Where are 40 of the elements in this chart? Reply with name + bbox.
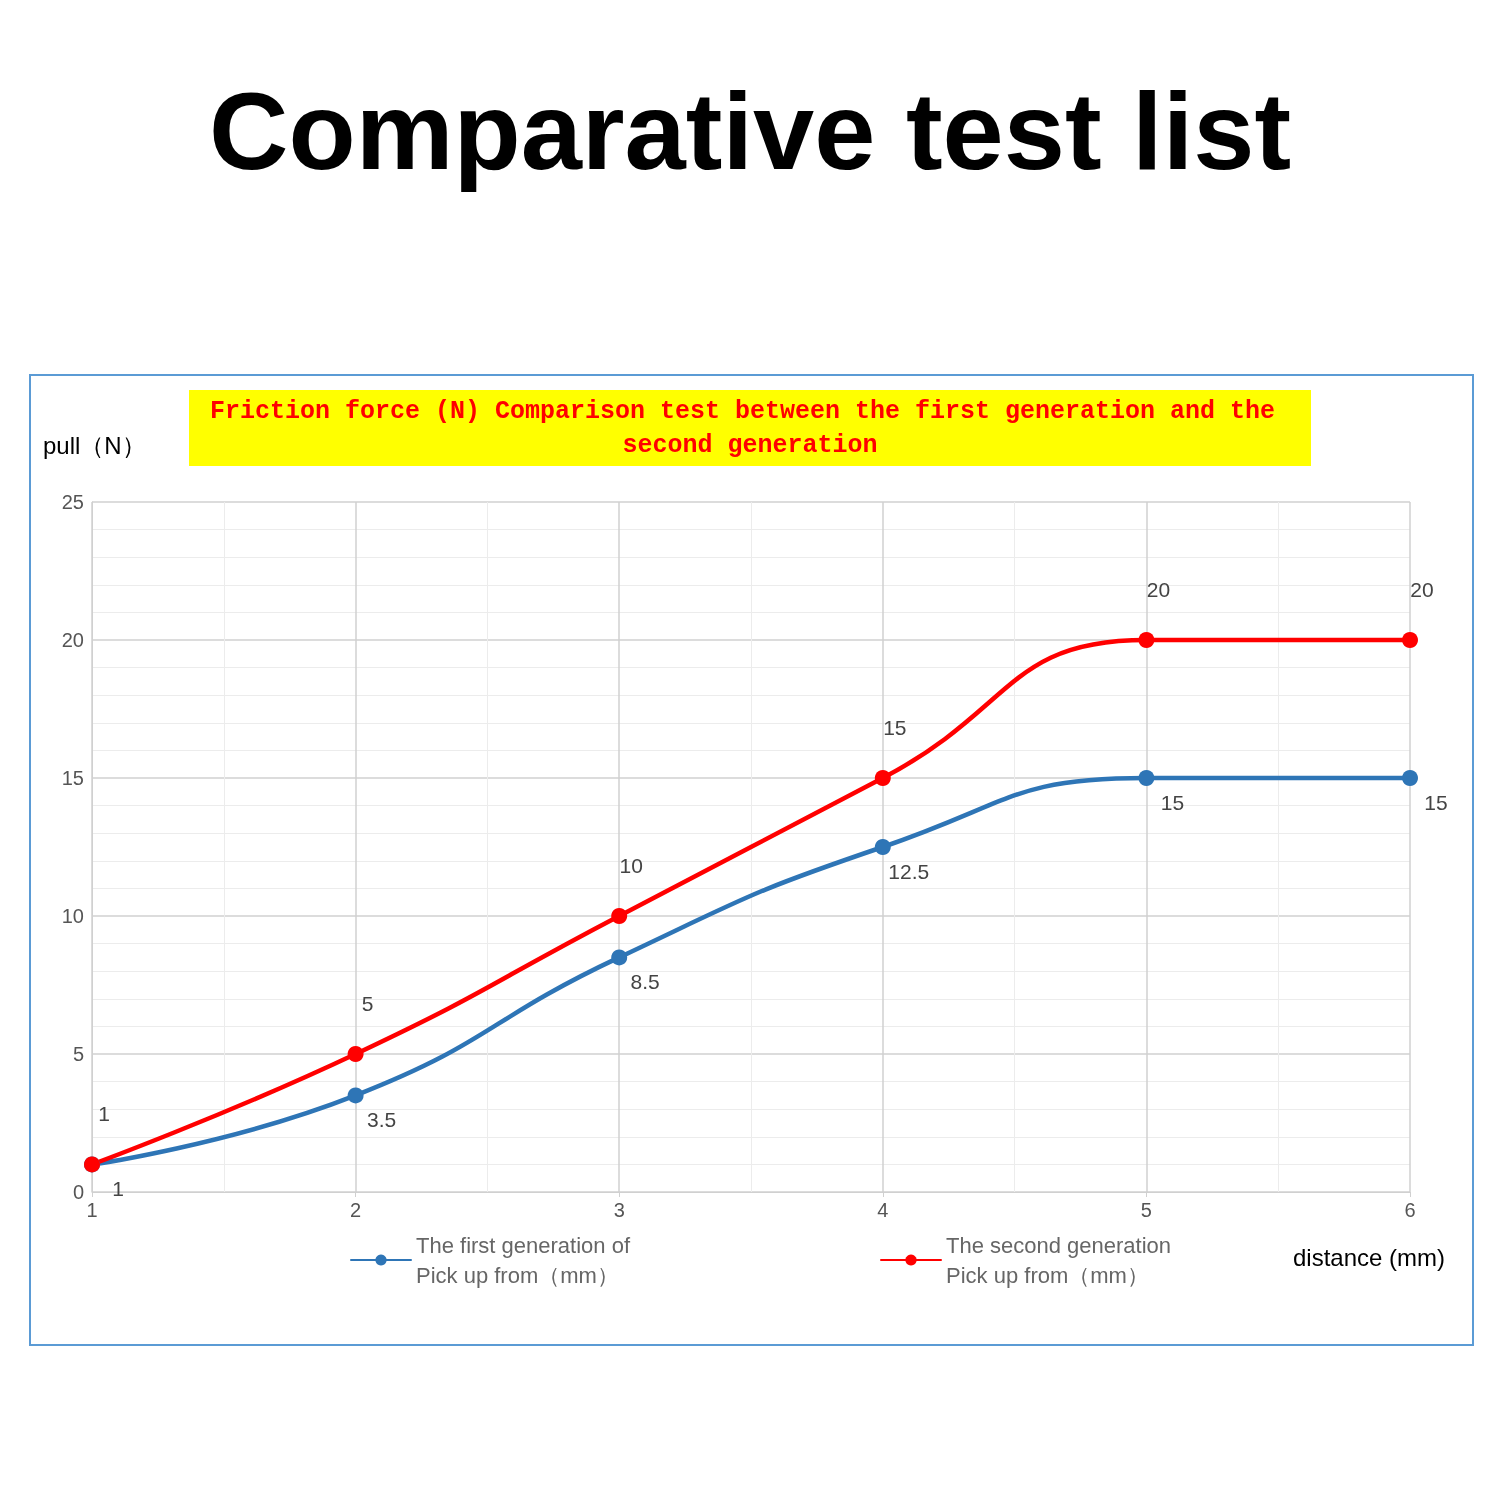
y-tick-label: 20 <box>61 629 84 651</box>
chart-subtitle: Friction force (N) Comparison test between the first generation and the second generation <box>209 396 1291 460</box>
data-label: 5 <box>361 992 374 1015</box>
chart-title: Comparative test list <box>208 68 1292 192</box>
x-tick-label: 2 <box>350 1199 362 1221</box>
data-label: 15 <box>883 716 907 739</box>
data-label: 15 <box>1160 791 1185 814</box>
point <box>1138 632 1155 648</box>
data-label: 12.5 <box>888 860 930 883</box>
y-axis-title: pull（N） <box>43 431 146 459</box>
data-label: 15 <box>1424 791 1448 814</box>
point <box>874 839 891 855</box>
legend-label: The first generation of Pick up from（mm） <box>416 1232 631 1288</box>
legend-label: The second generation Pick up from（mm） <box>946 1232 1172 1288</box>
y-tick-label: 0 <box>72 1181 84 1203</box>
point <box>611 949 628 966</box>
x-tick-label: 6 <box>1404 1199 1416 1221</box>
data-label: 1 <box>112 1177 124 1201</box>
data-label: 8.5 <box>630 970 660 994</box>
data-label: 1 <box>98 1102 110 1126</box>
point <box>611 908 628 924</box>
x-tick-label: 3 <box>613 1199 625 1221</box>
data-label: 3.5 <box>367 1108 397 1132</box>
point <box>1402 770 1418 786</box>
data-label: 20 <box>1146 578 1171 601</box>
point <box>1402 632 1418 648</box>
point <box>347 1087 364 1104</box>
x-tick-label: 4 <box>877 1199 889 1221</box>
point <box>874 770 891 786</box>
data-label: 10 <box>619 854 643 877</box>
data-label: 20 <box>1410 578 1434 601</box>
y-tick-label: 15 <box>61 767 84 789</box>
y-tick-label: 25 <box>61 491 84 513</box>
x-axis-title: distance (mm) <box>1293 1243 1446 1271</box>
x-tick-label: 1 <box>86 1199 98 1221</box>
y-tick-label: 10 <box>61 905 84 927</box>
point <box>1138 770 1155 786</box>
y-tick-label: 5 <box>72 1043 84 1065</box>
x-tick-label: 5 <box>1140 1199 1152 1221</box>
point <box>347 1046 364 1062</box>
